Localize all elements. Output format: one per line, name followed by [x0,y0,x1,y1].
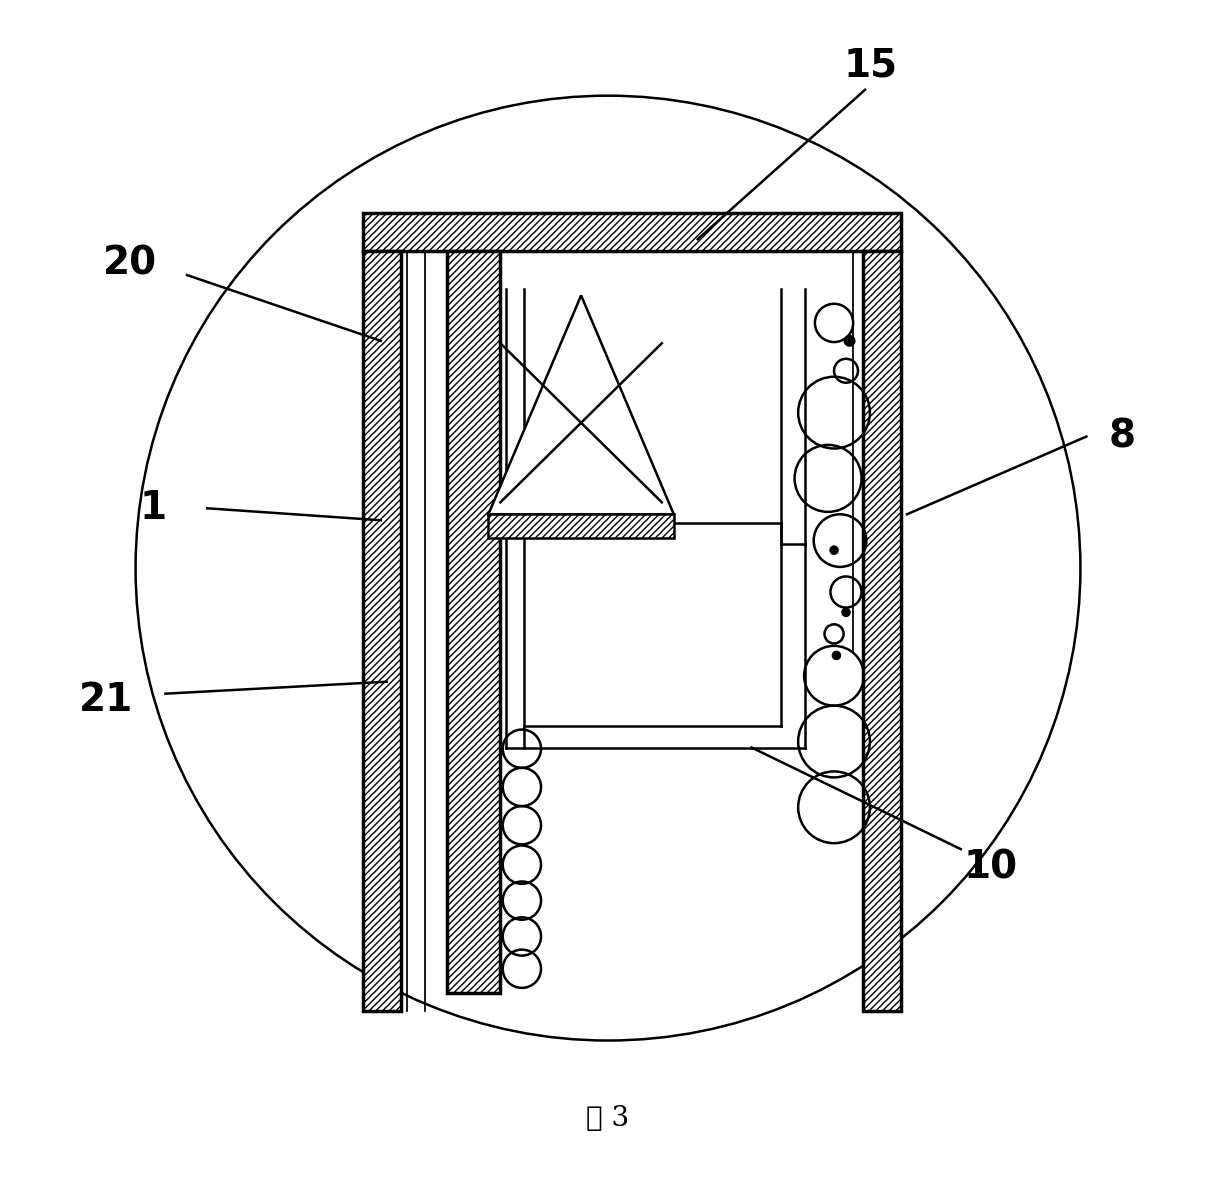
Circle shape [844,335,856,347]
Bar [362,251,401,1011]
Text: 8: 8 [1109,417,1136,456]
Bar [862,251,901,1011]
Circle shape [832,651,841,660]
Circle shape [841,608,851,617]
Text: 图 3: 图 3 [586,1105,630,1131]
Bar [489,514,674,538]
Text: 10: 10 [963,848,1018,886]
Text: 20: 20 [102,244,157,282]
Text: 21: 21 [79,681,133,719]
Circle shape [829,545,839,555]
Polygon shape [489,295,674,514]
Bar [446,251,500,993]
Bar [446,251,500,993]
Bar [362,213,901,251]
Text: 1: 1 [140,489,167,527]
Bar [362,213,901,251]
Bar [362,251,401,1011]
Text: 15: 15 [844,47,899,85]
Bar [489,514,674,538]
Bar [862,251,901,1011]
